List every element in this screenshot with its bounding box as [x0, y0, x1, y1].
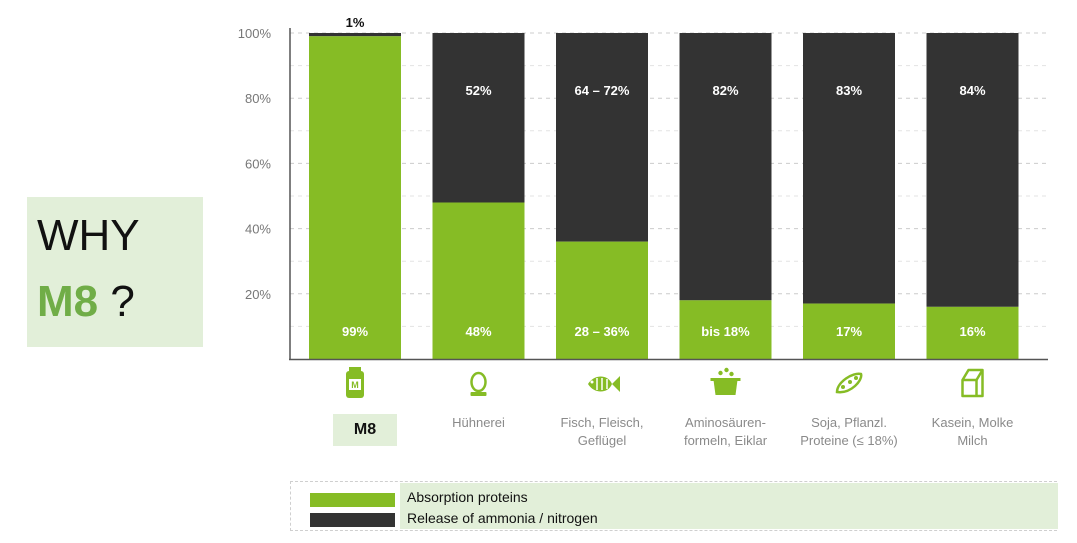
- data-label-absorption: 16%: [959, 324, 985, 339]
- egg-icon: [470, 371, 487, 396]
- bar-absorption: [432, 202, 525, 359]
- bar-release: [926, 33, 1019, 307]
- bar-absorption: [556, 241, 648, 359]
- bar-absorption: [309, 36, 401, 359]
- svg-text:M: M: [351, 380, 359, 390]
- legend-swatch-release: [310, 513, 395, 527]
- legend-label-release: Release of ammonia / nitrogen: [407, 510, 598, 526]
- data-label-release: 84%: [959, 83, 985, 98]
- why-text: WHY: [37, 211, 140, 260]
- data-label-release: 82%: [712, 83, 738, 98]
- bar-release: [556, 33, 648, 242]
- m8-category-label: M8: [333, 414, 397, 446]
- category-label: Proteine (≤ 18%): [800, 433, 897, 448]
- m8-text: M8: [37, 277, 99, 326]
- legend-frame: [290, 481, 1057, 531]
- bar-absorption: [803, 303, 895, 359]
- data-label-absorption: 99%: [342, 324, 368, 339]
- data-label-absorption: 48%: [465, 324, 491, 339]
- bar-release: [679, 33, 772, 301]
- category-label: Fisch, Fleisch,: [560, 415, 643, 430]
- y-tick-label: 20%: [245, 287, 271, 302]
- milk-carton-icon: [961, 368, 984, 398]
- legend-background: [400, 483, 1058, 529]
- pot-icon: [710, 367, 741, 395]
- data-label-release: 83%: [836, 83, 862, 98]
- category-label: Aminosäuren-: [685, 415, 766, 430]
- y-tick-label: 60%: [245, 156, 271, 171]
- category-label: formeln, Eiklar: [684, 433, 768, 448]
- data-label-release: 64 – 72%: [575, 83, 630, 98]
- data-label-absorption: 28 – 36%: [575, 324, 630, 339]
- soybean-icon: [835, 372, 863, 394]
- y-tick-label: 40%: [245, 222, 271, 237]
- category-label: Hühnerei: [452, 415, 505, 430]
- category-label: Soja, Pflanzl.: [811, 415, 887, 430]
- legend-swatch-absorption: [310, 493, 395, 507]
- pill-bottle-icon: M: [346, 367, 364, 398]
- bar-release: [309, 33, 401, 37]
- m8-question: M8 ?: [37, 277, 135, 327]
- bar-absorption: [926, 306, 1019, 359]
- data-label-absorption: 17%: [836, 324, 862, 339]
- data-label-release: 1%: [346, 15, 365, 30]
- legend: Absorption proteins Release of ammonia /…: [290, 481, 1058, 531]
- stacked-bar-chart: 20% 40% 60% 80% 100% 99% 1% M 48% 52% Hühnerei 28 –…: [238, 15, 1048, 448]
- bar-absorption: [679, 300, 772, 359]
- fish-icon: [588, 376, 620, 392]
- y-tick-label: 80%: [245, 91, 271, 106]
- category-label: Milch: [957, 433, 987, 448]
- legend-label-absorption: Absorption proteins: [407, 489, 528, 505]
- bar-release: [803, 33, 895, 304]
- category-label: Kasein, Molke: [932, 415, 1014, 430]
- data-label-absorption: bis 18%: [701, 324, 750, 339]
- question-mark: ?: [110, 277, 135, 326]
- data-label-release: 52%: [465, 83, 491, 98]
- y-tick-label: 100%: [238, 26, 272, 41]
- why-m8-callout: WHY M8 ?: [27, 197, 203, 347]
- category-label: Geflügel: [578, 433, 627, 448]
- bar-release: [432, 33, 525, 203]
